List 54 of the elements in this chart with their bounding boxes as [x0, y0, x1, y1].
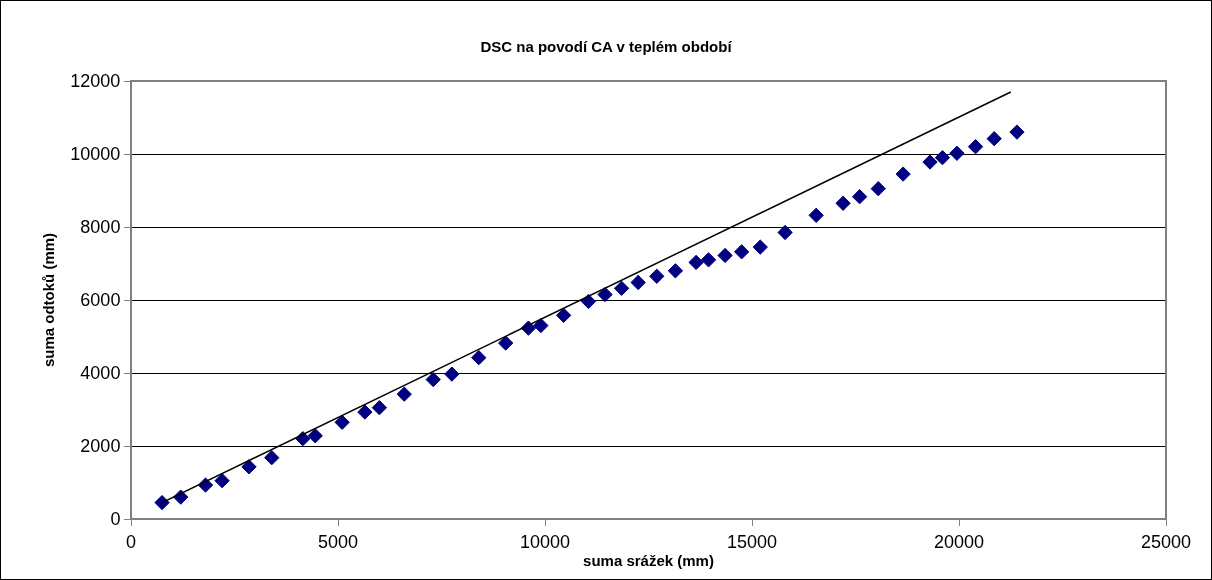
point: [425, 371, 441, 388]
point: [851, 189, 868, 205]
y-tick-label: 8000: [80, 217, 121, 238]
point: [396, 386, 412, 402]
x-tick-label: 10000: [519, 531, 571, 552]
point: [934, 150, 951, 166]
point: [334, 414, 350, 430]
point: [241, 459, 257, 475]
point: [967, 139, 984, 155]
point: [870, 181, 886, 197]
y-tick-label: 10000: [70, 144, 121, 165]
y-tick-label: 2000: [80, 436, 121, 457]
point: [307, 428, 323, 444]
x-tick-label: 25000: [1140, 531, 1192, 552]
point: [580, 293, 597, 310]
point: [986, 131, 1002, 147]
y-tick-label: 12000: [70, 71, 121, 92]
x-tick-label: 20000: [933, 531, 985, 552]
point: [630, 274, 646, 291]
point: [949, 145, 965, 161]
x-axis-title: suma srážek (mm): [583, 551, 714, 569]
point: [667, 263, 684, 279]
point: [154, 494, 170, 511]
point: [214, 473, 230, 489]
point: [649, 268, 665, 284]
x-tick-label: 0: [125, 531, 137, 552]
point: [1009, 124, 1025, 140]
point: [371, 400, 388, 416]
point: [444, 366, 460, 382]
point: [717, 247, 733, 264]
point: [555, 307, 572, 323]
y-axis-title: suma odtoků (mm): [39, 232, 57, 368]
point: [734, 244, 750, 260]
y-tick-label: 6000: [80, 290, 121, 311]
point: [895, 166, 911, 182]
point: [808, 207, 824, 223]
point: [688, 254, 704, 271]
y-tick-label: 4000: [80, 363, 121, 384]
point: [613, 280, 630, 296]
point: [922, 154, 938, 170]
y-tick-label: 0: [110, 509, 121, 530]
point: [471, 350, 487, 366]
point: [264, 450, 280, 466]
x-tick-label: 5000: [317, 531, 359, 552]
point: [752, 239, 768, 255]
point: [357, 404, 373, 420]
point: [835, 195, 851, 211]
point: [597, 286, 613, 303]
point: [533, 317, 549, 334]
x-tick-label: 15000: [726, 531, 778, 552]
chart-title: DSC na povodí CA v teplém období: [480, 37, 733, 55]
point: [777, 224, 793, 241]
point: [700, 252, 717, 268]
point: [498, 335, 514, 351]
